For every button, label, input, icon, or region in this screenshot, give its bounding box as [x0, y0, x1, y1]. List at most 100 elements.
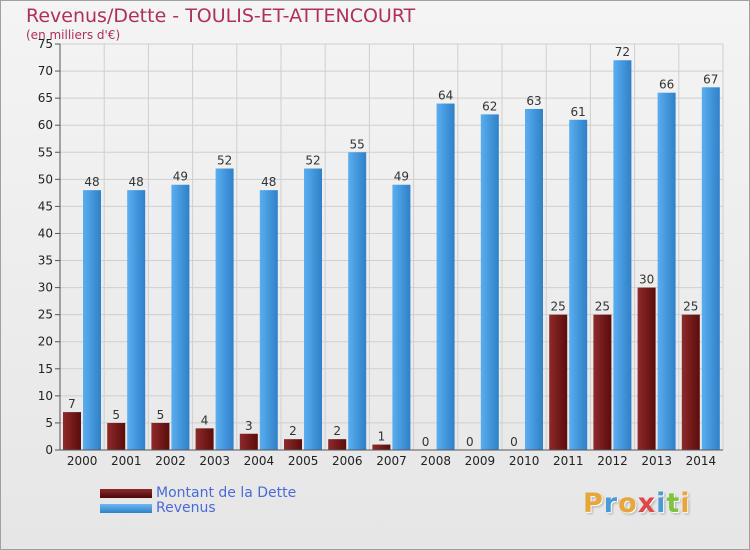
y-tick-label: 35: [38, 254, 53, 268]
bar-revenus: [215, 168, 234, 451]
bars: [63, 60, 720, 451]
value-label-revenus: 66: [659, 78, 674, 92]
bar-dette: [195, 428, 214, 450]
bar-revenus: [127, 190, 146, 450]
bar-revenus: [259, 190, 278, 450]
value-label-dette: 25: [551, 300, 566, 314]
bar-dette: [239, 433, 258, 450]
bar-revenus: [304, 168, 322, 451]
value-label-dette: 30: [639, 273, 654, 287]
bar-dette: [328, 439, 347, 450]
value-label-dette: 25: [683, 300, 698, 314]
value-label-revenus: 48: [261, 175, 276, 189]
value-label-dette: 2: [333, 424, 341, 438]
chart-subtitle: (en milliers d'€): [26, 28, 121, 42]
value-label-revenus: 72: [615, 45, 630, 59]
value-label-revenus: 49: [394, 170, 409, 184]
bar-revenus: [525, 108, 543, 451]
value-label-dette: 2: [289, 424, 297, 438]
y-tick-label: 30: [38, 281, 53, 295]
bar-revenus: [171, 184, 190, 450]
bar-revenus: [436, 103, 455, 451]
x-tick-label: 2008: [420, 454, 451, 468]
bar-revenus: [348, 152, 367, 450]
value-label-dette: 4: [201, 413, 209, 427]
proxiti-logo: Proxiti: [583, 488, 691, 519]
chart-title: Revenus/Dette - TOULIS-ET-ATTENCOURT: [26, 5, 416, 27]
logo-letter: i: [680, 488, 691, 519]
x-tick-label: 2000: [67, 454, 98, 468]
y-tick-label: 65: [38, 91, 53, 105]
y-tick-label: 0: [45, 443, 53, 457]
value-label-dette: 0: [422, 435, 430, 449]
value-label-dette: 5: [157, 408, 165, 422]
value-label-revenus: 55: [350, 137, 365, 151]
bar-revenus: [657, 92, 676, 450]
logo-letter: x: [637, 488, 657, 519]
x-tick-label: 2006: [332, 454, 363, 468]
legend-label-revenus: Revenus: [156, 500, 216, 516]
bar-revenus: [569, 119, 588, 450]
x-tick-label: 2009: [465, 454, 496, 468]
y-tick-label: 5: [45, 416, 53, 430]
value-labels: 7485485494523482522551490640620632561257…: [68, 45, 718, 449]
y-tick-label: 55: [38, 145, 53, 159]
bar-dette: [63, 412, 81, 450]
x-tick-label: 2011: [553, 454, 584, 468]
y-tick-label: 60: [38, 118, 53, 132]
bar-dette: [107, 422, 126, 450]
bar-dette: [681, 314, 700, 450]
bar-dette: [372, 444, 391, 450]
x-tick-label: 2007: [376, 454, 407, 468]
value-label-revenus: 62: [482, 99, 497, 113]
value-label-dette: 7: [68, 397, 76, 411]
y-tick-label: 15: [38, 362, 53, 376]
y-tick-label: 70: [38, 64, 53, 78]
x-tick-label: 2003: [199, 454, 230, 468]
x-tick-label: 2013: [641, 454, 672, 468]
bar-revenus: [701, 87, 720, 450]
value-label-revenus: 49: [173, 170, 188, 184]
y-tick-label: 75: [38, 37, 53, 51]
bar-chart: 7485485494523482522551490640620632561257…: [38, 37, 724, 468]
value-label-revenus: 67: [703, 72, 718, 86]
logo-letter: t: [666, 488, 681, 519]
legend-swatch-dette: [100, 489, 152, 498]
bar-revenus: [480, 114, 499, 450]
bar-dette: [593, 314, 612, 450]
x-tick-label: 2002: [155, 454, 186, 468]
value-label-dette: 0: [510, 435, 518, 449]
logo-letter: r: [603, 488, 619, 519]
value-label-dette: 0: [466, 435, 474, 449]
bar-dette: [549, 314, 568, 450]
logo-letter: o: [618, 488, 638, 519]
x-tick-label: 2004: [244, 454, 275, 468]
value-label-revenus: 48: [129, 175, 144, 189]
bar-revenus: [83, 190, 101, 450]
y-tick-label: 20: [38, 335, 53, 349]
value-label-dette: 25: [595, 300, 610, 314]
y-tick-label: 10: [38, 389, 53, 403]
value-label-dette: 3: [245, 419, 253, 433]
value-label-dette: 1: [378, 430, 386, 444]
value-label-dette: 5: [112, 408, 120, 422]
y-tick-label: 25: [38, 308, 53, 322]
logo-letter: P: [583, 488, 604, 519]
x-tick-label: 2012: [597, 454, 628, 468]
bar-revenus: [613, 60, 632, 451]
bar-dette: [151, 422, 170, 450]
value-label-revenus: 52: [217, 154, 232, 168]
x-tick-label: 2010: [509, 454, 540, 468]
value-label-revenus: 52: [305, 154, 320, 168]
legend-swatch-revenus: [100, 504, 152, 513]
x-tick-label: 2014: [686, 454, 717, 468]
value-label-revenus: 48: [84, 175, 99, 189]
value-label-revenus: 63: [526, 94, 541, 108]
legend-label-dette: Montant de la Dette: [156, 485, 297, 501]
y-tick-label: 45: [38, 199, 53, 213]
value-label-revenus: 64: [438, 89, 453, 103]
bar-dette: [637, 287, 656, 450]
y-tick-label: 40: [38, 226, 53, 240]
y-tick-label: 50: [38, 172, 53, 186]
